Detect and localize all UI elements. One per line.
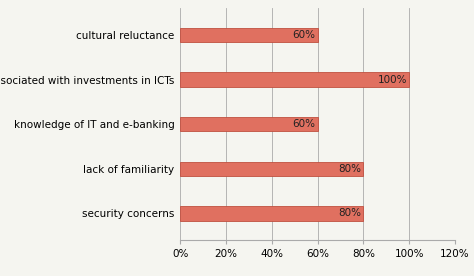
Bar xyxy=(180,73,409,87)
Text: 100%: 100% xyxy=(377,75,407,85)
Bar xyxy=(180,162,364,176)
Text: 60%: 60% xyxy=(292,119,315,129)
Bar xyxy=(180,117,318,131)
Bar xyxy=(180,206,364,221)
Bar xyxy=(180,28,318,42)
Text: 60%: 60% xyxy=(292,30,315,40)
Text: 80%: 80% xyxy=(338,208,361,218)
Text: 80%: 80% xyxy=(338,164,361,174)
